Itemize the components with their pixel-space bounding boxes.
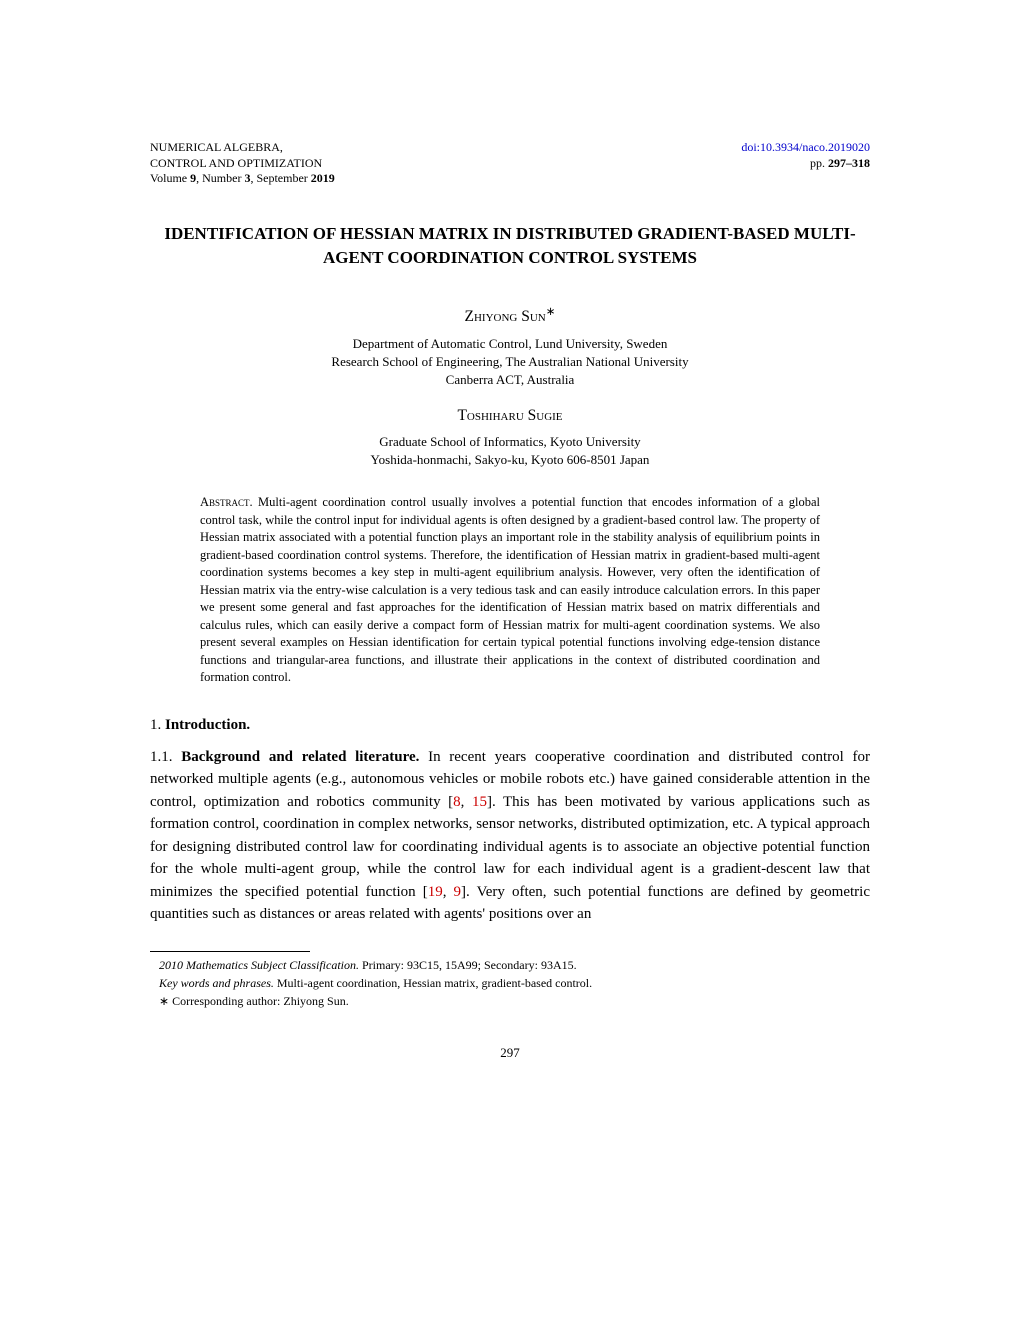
section-1-heading: 1. Introduction. [150, 717, 870, 734]
author-2-name: Toshiharu Sugie [150, 407, 870, 425]
journal-name-2: CONTROL AND OPTIMIZATION [150, 156, 335, 172]
author-1-name: Zhiyong Sun∗ [150, 304, 870, 326]
abstract-label: Abstract. [200, 495, 253, 509]
volume-info: Volume 9, Number 3, September 2019 [150, 171, 335, 187]
footnote-msc: 2010 Mathematics Subject Classification.… [150, 956, 870, 974]
citation-15[interactable]: 15 [472, 794, 487, 810]
abstract: Abstract. Multi-agent coordination contr… [200, 494, 820, 687]
doi-link[interactable]: doi:10.3934/naco.2019020 [741, 140, 870, 156]
author-2-affiliation: Graduate School of Informatics, Kyoto Un… [150, 433, 870, 469]
footnote-rule [150, 951, 310, 952]
footnote-keywords: Key words and phrases. Multi-agent coord… [150, 974, 870, 992]
header-left: NUMERICAL ALGEBRA, CONTROL AND OPTIMIZAT… [150, 140, 335, 187]
footnote-corresponding: ∗ Corresponding author: Zhiyong Sun. [150, 992, 870, 1010]
journal-name-1: NUMERICAL ALGEBRA, [150, 140, 335, 156]
citation-8[interactable]: 8 [453, 794, 461, 810]
page-range: pp. 297–318 [741, 156, 870, 172]
header-right: doi:10.3934/naco.2019020 pp. 297–318 [741, 140, 870, 187]
author-1-affiliation: Department of Automatic Control, Lund Un… [150, 335, 870, 390]
page-number: 297 [150, 1045, 870, 1061]
abstract-text: Multi-agent coordination control usually… [200, 495, 820, 684]
journal-header: NUMERICAL ALGEBRA, CONTROL AND OPTIMIZAT… [150, 140, 870, 187]
footnotes: 2010 Mathematics Subject Classification.… [150, 956, 870, 1010]
subsection-1-1: 1.1. Background and related literature. … [150, 746, 870, 926]
citation-9[interactable]: 9 [454, 884, 462, 900]
paper-title: IDENTIFICATION OF HESSIAN MATRIX IN DIST… [150, 222, 870, 270]
page-container: NUMERICAL ALGEBRA, CONTROL AND OPTIMIZAT… [0, 0, 1020, 1121]
citation-19[interactable]: 19 [428, 884, 443, 900]
